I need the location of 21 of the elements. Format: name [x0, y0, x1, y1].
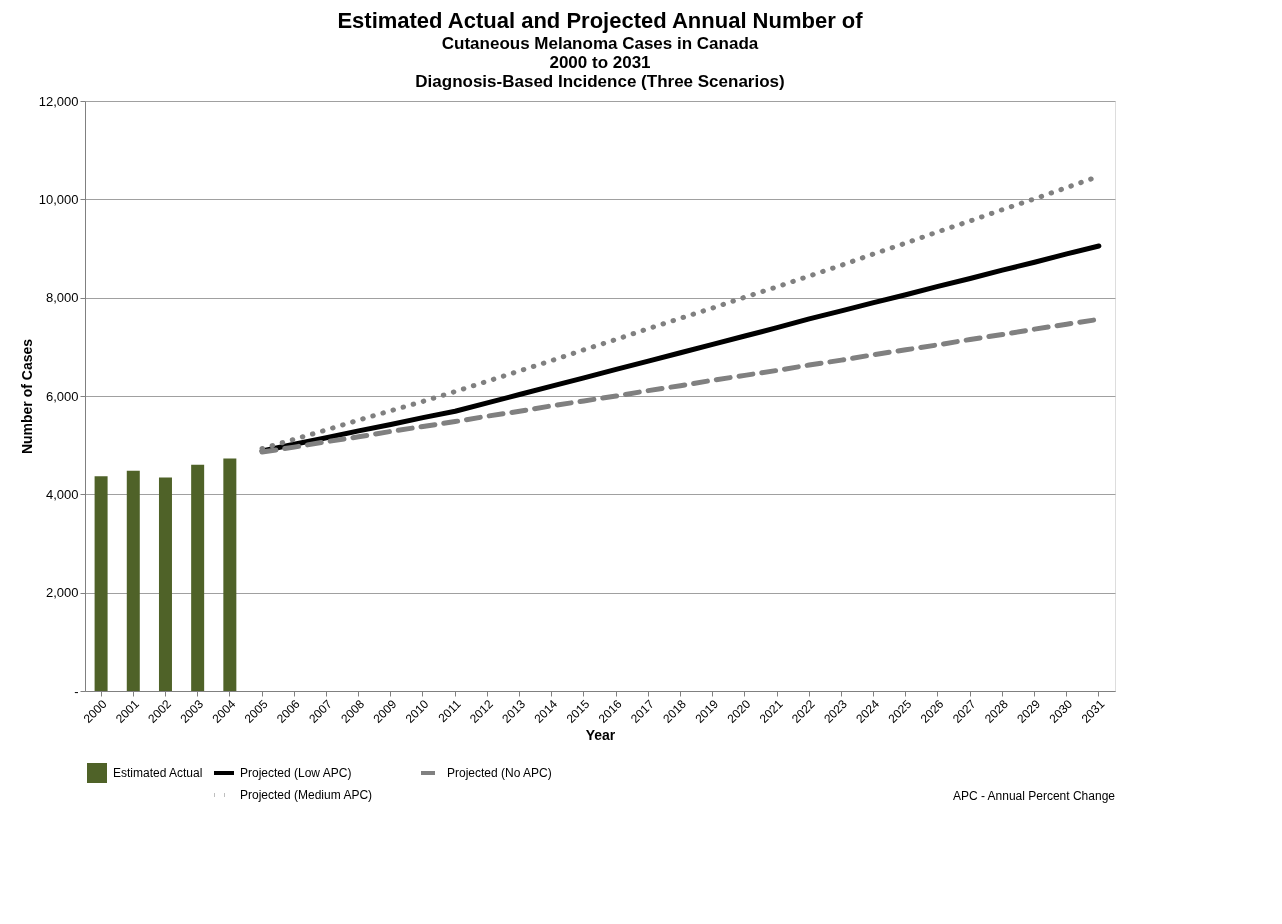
- bar: [158, 477, 172, 691]
- bar: [126, 470, 140, 691]
- chart-subtitle: Cutaneous Melanoma Cases in Canada 2000 to 2031 Diagnosis-Based Incidence (Three Scenarios): [415, 34, 785, 91]
- y-tick-label: 10,000: [38, 191, 79, 207]
- y-tick-label: -: [74, 683, 79, 699]
- y-tick-label: 2,000: [45, 585, 79, 601]
- y-tick-label: 12,000: [38, 93, 79, 109]
- bar: [223, 458, 237, 691]
- legend-label: Projected (Low APC): [240, 766, 352, 780]
- y-tick-label: 6,000: [45, 388, 79, 404]
- bar: [191, 464, 205, 691]
- x-axis-title: Year: [585, 727, 616, 744]
- y-axis-title: Number of Cases: [18, 338, 35, 455]
- legend-label: Projected (Medium APC): [240, 788, 373, 802]
- legend-label: Projected (No APC): [447, 766, 552, 780]
- text: APC - Annual Percent Change: [952, 789, 1116, 803]
- y-tick-label: 4,000: [45, 486, 79, 502]
- y-tick-label: 8,000: [45, 290, 79, 306]
- chart-title: Estimated Actual and Projected Annual Number of: [337, 8, 864, 33]
- legend-label: Estimated Actual: [113, 766, 203, 780]
- bar: [94, 476, 108, 691]
